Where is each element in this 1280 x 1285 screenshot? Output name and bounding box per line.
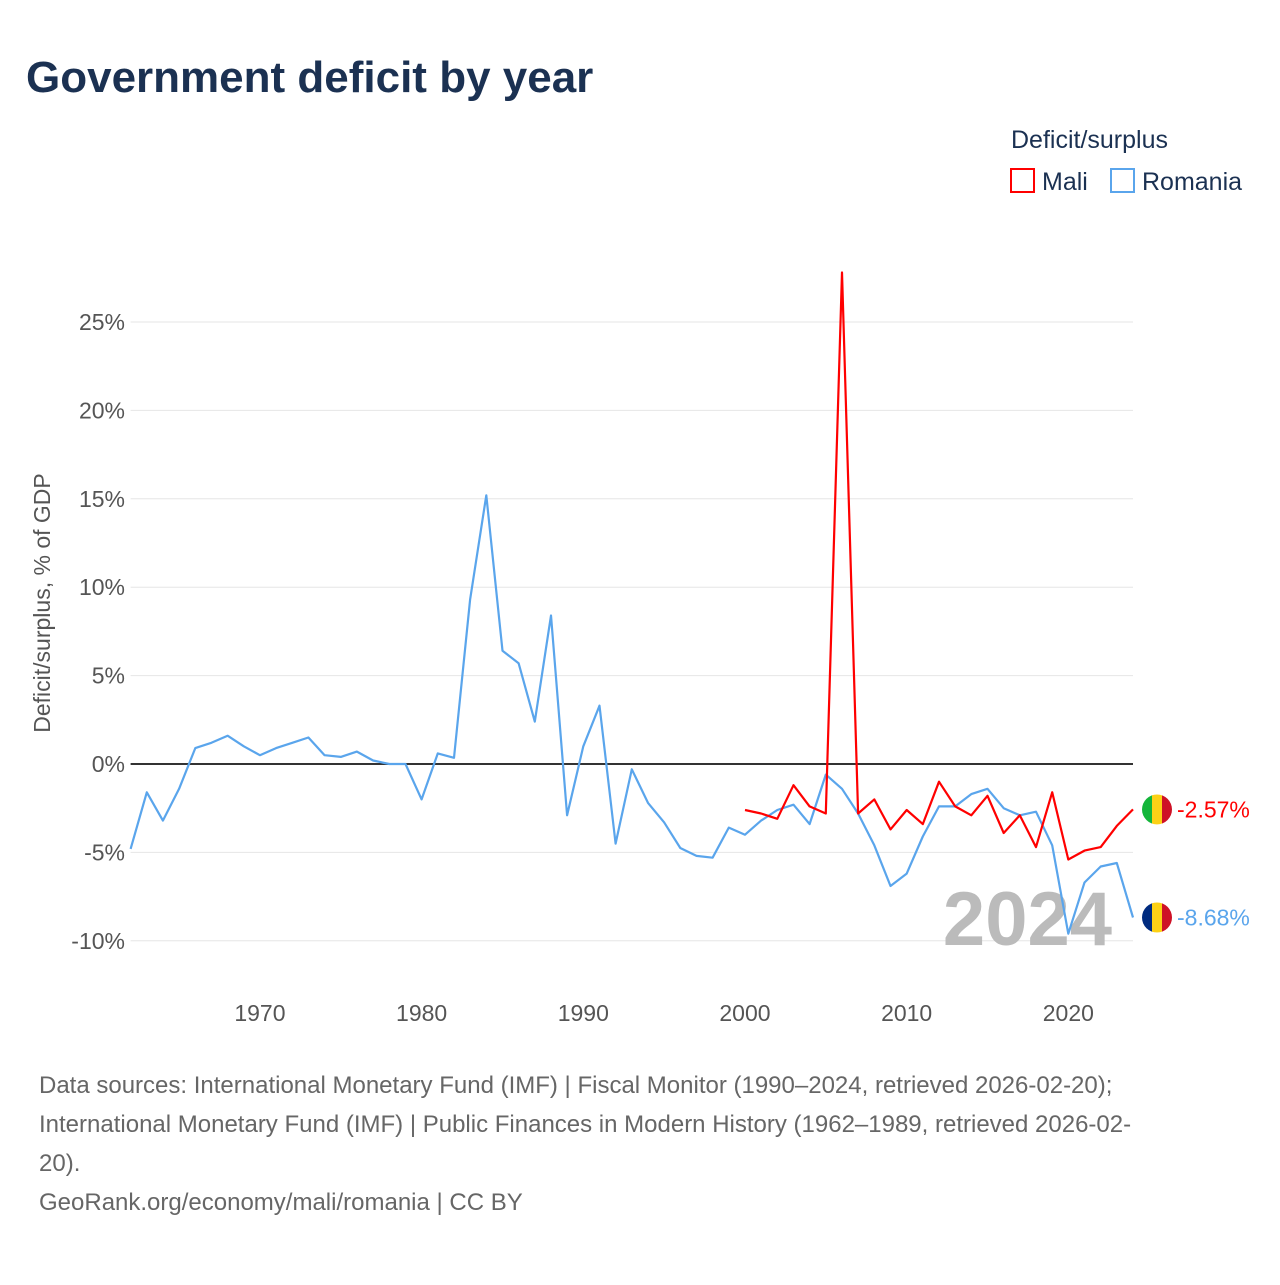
footer-line: 20).: [39, 1150, 80, 1177]
footer: Data sources: International Monetary Fun…: [39, 1072, 1131, 1216]
grid: -10% -5% 0% 5% 10% 15% 20% 25% 1970 1980 1990 2000 2…: [71, 309, 1133, 1026]
end-labels: -2.57% -8.68%: [1142, 794, 1250, 933]
y-tick-label: -5%: [84, 839, 125, 865]
series-line-mali: [744, 271, 1134, 861]
y-axis-label: Deficit/surplus, % of GDP: [29, 473, 55, 732]
flag-stripe: [1142, 794, 1153, 825]
y-tick-label: 5%: [92, 663, 125, 689]
flag-stripe: [1162, 794, 1172, 825]
legend: Mali Romania: [1010, 168, 1242, 196]
x-tick-label: 1990: [558, 1000, 609, 1026]
flag-stripe: [1152, 794, 1163, 825]
flag-stripe: [1152, 902, 1163, 933]
flag-mali: [1142, 794, 1172, 825]
legend-title: Deficit/surplus: [1011, 126, 1168, 154]
y-tick-label: 15%: [79, 486, 125, 512]
y-tick-label: -10%: [71, 928, 125, 954]
legend-item-romania: Romania: [1142, 168, 1242, 196]
x-tick-label: 1970: [234, 1000, 285, 1026]
end-label-mali: -2.57%: [1177, 796, 1250, 822]
y-tick-label: 25%: [79, 309, 125, 335]
year-watermark: 2024: [943, 877, 1112, 962]
y-tick-label: 0%: [92, 751, 125, 777]
x-tick-label: 2000: [719, 1000, 770, 1026]
flag-stripe: [1162, 902, 1172, 933]
x-tick-label: 1980: [396, 1000, 447, 1026]
legend-swatch-mali: [1010, 168, 1035, 193]
x-tick-label: 2010: [881, 1000, 932, 1026]
y-tick-label: 10%: [79, 574, 125, 600]
footer-line: International Monetary Fund (IMF) | Publ…: [39, 1111, 1131, 1138]
footer-line: Data sources: International Monetary Fun…: [39, 1072, 1112, 1099]
series-line-romania: [129, 494, 1135, 935]
legend-item-mali: Mali: [1042, 168, 1088, 196]
legend-swatch-romania: [1110, 168, 1135, 193]
footer-line: GeoRank.org/economy/mali/romania | CC BY: [39, 1189, 523, 1216]
y-tick-label: 20%: [79, 397, 125, 423]
chart-title: Government deficit by year: [26, 53, 593, 102]
x-tick-label: 2020: [1043, 1000, 1094, 1026]
end-label-romania: -8.68%: [1177, 904, 1250, 930]
flag-stripe: [1142, 902, 1153, 933]
series-lines: [129, 271, 1135, 935]
flag-romania: [1142, 902, 1172, 933]
